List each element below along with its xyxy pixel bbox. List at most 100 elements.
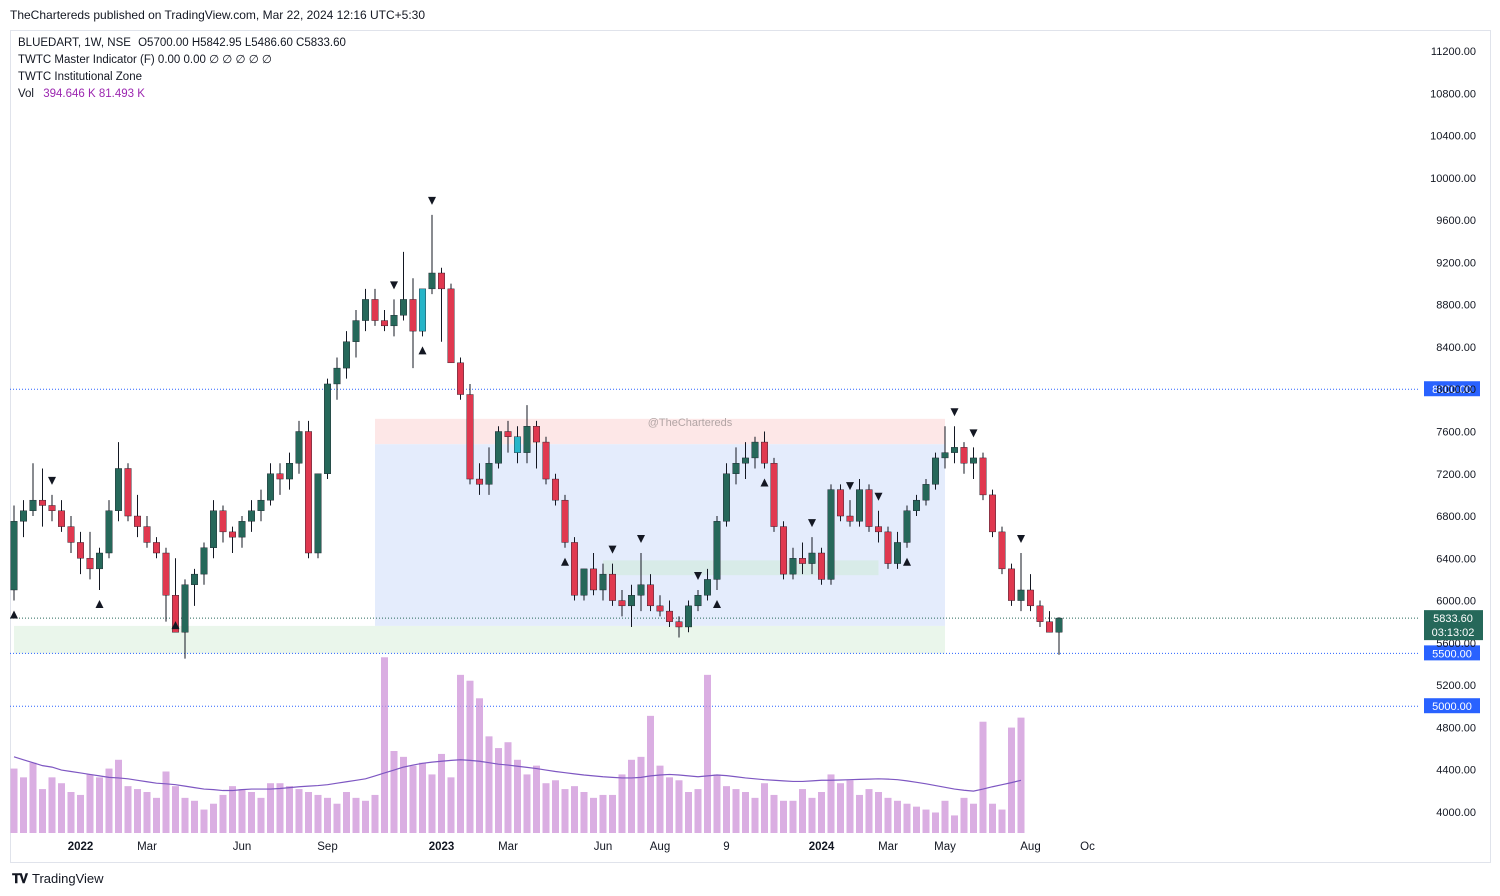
- candle-body: [770, 462, 778, 527]
- ohlc-values: O5700.00 H5842.95 L5486.60 C5833.60: [138, 37, 346, 49]
- volume-bar: [960, 797, 968, 833]
- y-tick-label: 8000.00: [1436, 384, 1476, 396]
- volume-bar: [276, 783, 284, 833]
- candle: [770, 457, 778, 532]
- candle: [171, 558, 179, 633]
- candle-body: [989, 494, 997, 533]
- candle: [133, 494, 141, 538]
- candle-body: [561, 499, 569, 543]
- candle: [95, 547, 103, 590]
- candle-body: [86, 558, 94, 570]
- volume-bar: [438, 753, 445, 833]
- volume-bar: [998, 809, 1006, 833]
- y-tick-label: 10800.00: [1430, 88, 1476, 100]
- tradingview-logo[interactable]: 𝐓𝐕 TradingView: [12, 871, 104, 887]
- volume-label: Vol: [18, 88, 34, 100]
- volume-bar: [267, 783, 274, 833]
- last-price-label: 5833.60: [1433, 613, 1473, 625]
- volume-bar: [789, 800, 797, 833]
- x-tick-label: Mar: [498, 841, 518, 853]
- volume-bar: [932, 812, 939, 833]
- volume-bar: [808, 797, 816, 833]
- candle: [846, 500, 854, 527]
- candle: [827, 484, 835, 585]
- footer-bar: 𝐓𝐕 TradingView: [0, 866, 1500, 896]
- volume-bar: [143, 792, 151, 833]
- volume-bar: [599, 794, 607, 833]
- candle-body: [941, 452, 949, 459]
- volume-bar: [428, 774, 436, 833]
- y-tick-label: 6800.00: [1436, 511, 1476, 523]
- candle-body: [818, 552, 826, 580]
- volume-bar: [77, 794, 84, 833]
- candle: [29, 463, 37, 517]
- y-tick-label: 4000.00: [1436, 807, 1476, 819]
- candle: [713, 516, 721, 590]
- candle: [314, 473, 322, 559]
- candle-body: [29, 499, 37, 511]
- candle-body: [609, 573, 617, 601]
- candle: [324, 378, 332, 480]
- volume-bar: [523, 774, 531, 833]
- candle-body: [324, 383, 332, 474]
- candle: [998, 526, 1006, 575]
- candle-body: [552, 478, 560, 501]
- down-marker: [48, 476, 56, 485]
- volume-bar: [295, 789, 303, 833]
- candle-body: [1045, 621, 1053, 633]
- candle: [485, 447, 493, 495]
- volume-row[interactable]: Vol 394.646 K 81.493 K: [18, 86, 346, 103]
- symbol-row[interactable]: BLUEDART, 1W, NSE O5700.00 H5842.95 L548…: [18, 35, 346, 52]
- volume-bar: [694, 789, 702, 833]
- candle-body: [209, 510, 217, 548]
- volume-bar: [457, 674, 464, 833]
- candle-body: [200, 547, 208, 575]
- volume-bar: [504, 742, 512, 833]
- indicator-row-zone[interactable]: TWTC Institutional Zone: [18, 71, 142, 83]
- candle-body: [95, 552, 103, 570]
- down-marker: [428, 196, 436, 205]
- candle-body: [894, 542, 902, 564]
- candle: [457, 357, 465, 400]
- x-tick-label: 2024: [809, 841, 835, 853]
- volume-bar: [666, 777, 673, 833]
- volume-bar: [580, 792, 588, 833]
- candle-body: [1017, 589, 1025, 601]
- volume-bar: [989, 803, 996, 833]
- y-tick-label: 7600.00: [1436, 427, 1476, 439]
- volume-bar: [343, 792, 350, 833]
- candle-body: [932, 457, 940, 485]
- candle-body: [219, 510, 227, 533]
- volume-bar: [381, 657, 388, 833]
- candle: [989, 489, 997, 538]
- volume-bar: [447, 777, 455, 833]
- zone-mid: [603, 560, 879, 576]
- last-price-tag: [1424, 610, 1483, 641]
- candle: [970, 447, 978, 480]
- time-axis: 2022 Mar Jun Sep 2023 Mar Jun Aug 9 2024 Mar May Aug…: [68, 841, 1095, 853]
- candle: [1036, 600, 1044, 627]
- y-tick-label: 8800.00: [1436, 300, 1476, 312]
- candle: [276, 463, 284, 495]
- x-tick-label: Sep: [317, 841, 337, 853]
- x-tick-label: Mar: [137, 841, 157, 853]
- candle: [723, 463, 731, 527]
- candle: [20, 500, 28, 538]
- candle: [742, 442, 750, 480]
- volume-bar: [913, 806, 920, 833]
- volume-bar: [827, 774, 835, 833]
- candle-body: [647, 584, 655, 607]
- candle-body: [732, 462, 740, 474]
- candle: [780, 521, 788, 580]
- candle: [295, 420, 303, 474]
- candle: [466, 383, 474, 485]
- x-tick-label: Oc: [1080, 841, 1095, 853]
- candle-body: [789, 558, 797, 575]
- candle-body: [827, 489, 835, 580]
- candle-body: [495, 431, 503, 464]
- down-marker: [969, 429, 978, 438]
- candle-body: [913, 499, 921, 511]
- candle: [1055, 617, 1063, 655]
- indicator-row-master[interactable]: TWTC Master Indicator (F) 0.00 0.00 ∅ ∅ …: [18, 54, 272, 66]
